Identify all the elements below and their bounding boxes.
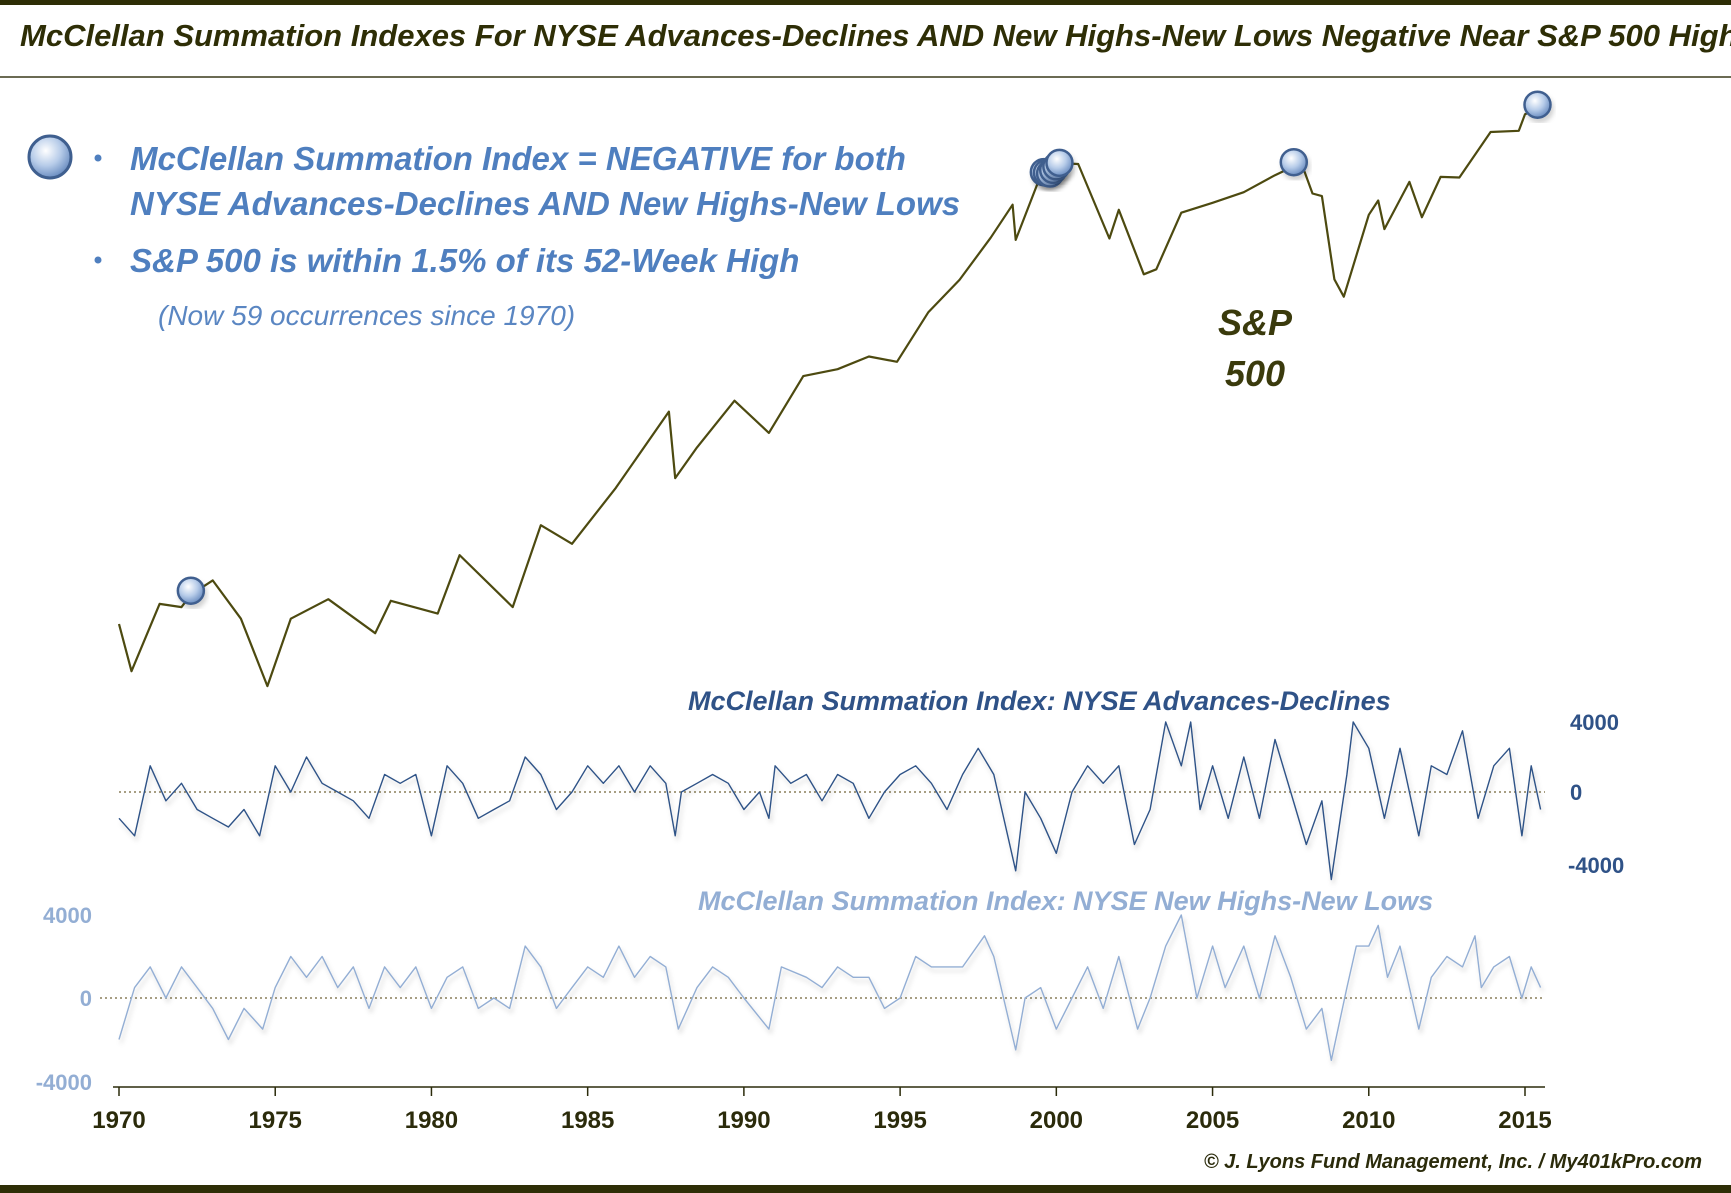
sp500-series	[117, 107, 1538, 688]
signal-marker	[176, 576, 206, 605]
x-tick-label: 1990	[717, 1107, 770, 1134]
ad-series	[118, 721, 1542, 881]
x-axis-ticks: 1970 1975 1980 1985 1990 1995 2000 2005 2010 2015	[92, 1087, 1552, 1134]
x-tick-label: 1975	[249, 1107, 302, 1134]
copyright-footer: © J. Lyons Fund Management, Inc. / My401…	[1204, 1151, 1702, 1173]
chart-title: McClellan Summation Indexes For NYSE Adv…	[20, 18, 1731, 53]
x-tick-label: 1985	[561, 1107, 614, 1134]
legend-line-4: (Now 59 occurrences since 1970)	[158, 300, 575, 331]
ad-panel-title: McClellan Summation Index: NYSE Advances…	[688, 686, 1391, 716]
signal-marker	[1045, 148, 1074, 178]
top-bar	[0, 0, 1731, 5]
sp500-line	[117, 107, 1538, 688]
signal-marker	[1523, 90, 1552, 119]
nhnl-panel-title: McClellan Summation Index: NYSE New High…	[698, 886, 1433, 916]
nhnl-ytick: 4000	[43, 903, 92, 928]
x-tick-label: 1970	[92, 1107, 145, 1134]
x-tick-label: 2005	[1186, 1107, 1239, 1134]
bullet-icon	[94, 256, 102, 264]
nhnl-series	[118, 914, 1542, 1062]
ad-ytick: -4000	[1568, 853, 1624, 878]
x-tick-label: 2000	[1030, 1107, 1083, 1134]
bullet-icon	[94, 154, 102, 162]
legend-marker-icon	[27, 134, 73, 180]
nhnl-line	[118, 914, 1542, 1062]
signal-marker	[1279, 147, 1309, 177]
ad-ytick: 0	[1570, 780, 1582, 805]
legend-line-3: S&P 500 is within 1.5% of its 52-Week Hi…	[130, 242, 799, 279]
x-tick-label: 2015	[1498, 1107, 1551, 1134]
sp500-label: 500	[1225, 353, 1285, 394]
legend-line-2: NYSE Advances-Declines AND New Highs-New…	[130, 185, 960, 222]
nhnl-ytick: 0	[80, 986, 92, 1011]
bottom-bar	[0, 1185, 1731, 1193]
sp500-label: S&P	[1218, 302, 1293, 343]
ad-line	[118, 721, 1542, 881]
x-tick-label: 1995	[873, 1107, 926, 1134]
ad-ytick: 4000	[1570, 710, 1619, 735]
nhnl-ytick: -4000	[36, 1070, 92, 1095]
x-tick-label: 1980	[405, 1107, 458, 1134]
legend-line-1: McClellan Summation Index = NEGATIVE for…	[130, 140, 906, 177]
signal-markers	[176, 90, 1552, 605]
x-tick-label: 2010	[1342, 1107, 1395, 1134]
